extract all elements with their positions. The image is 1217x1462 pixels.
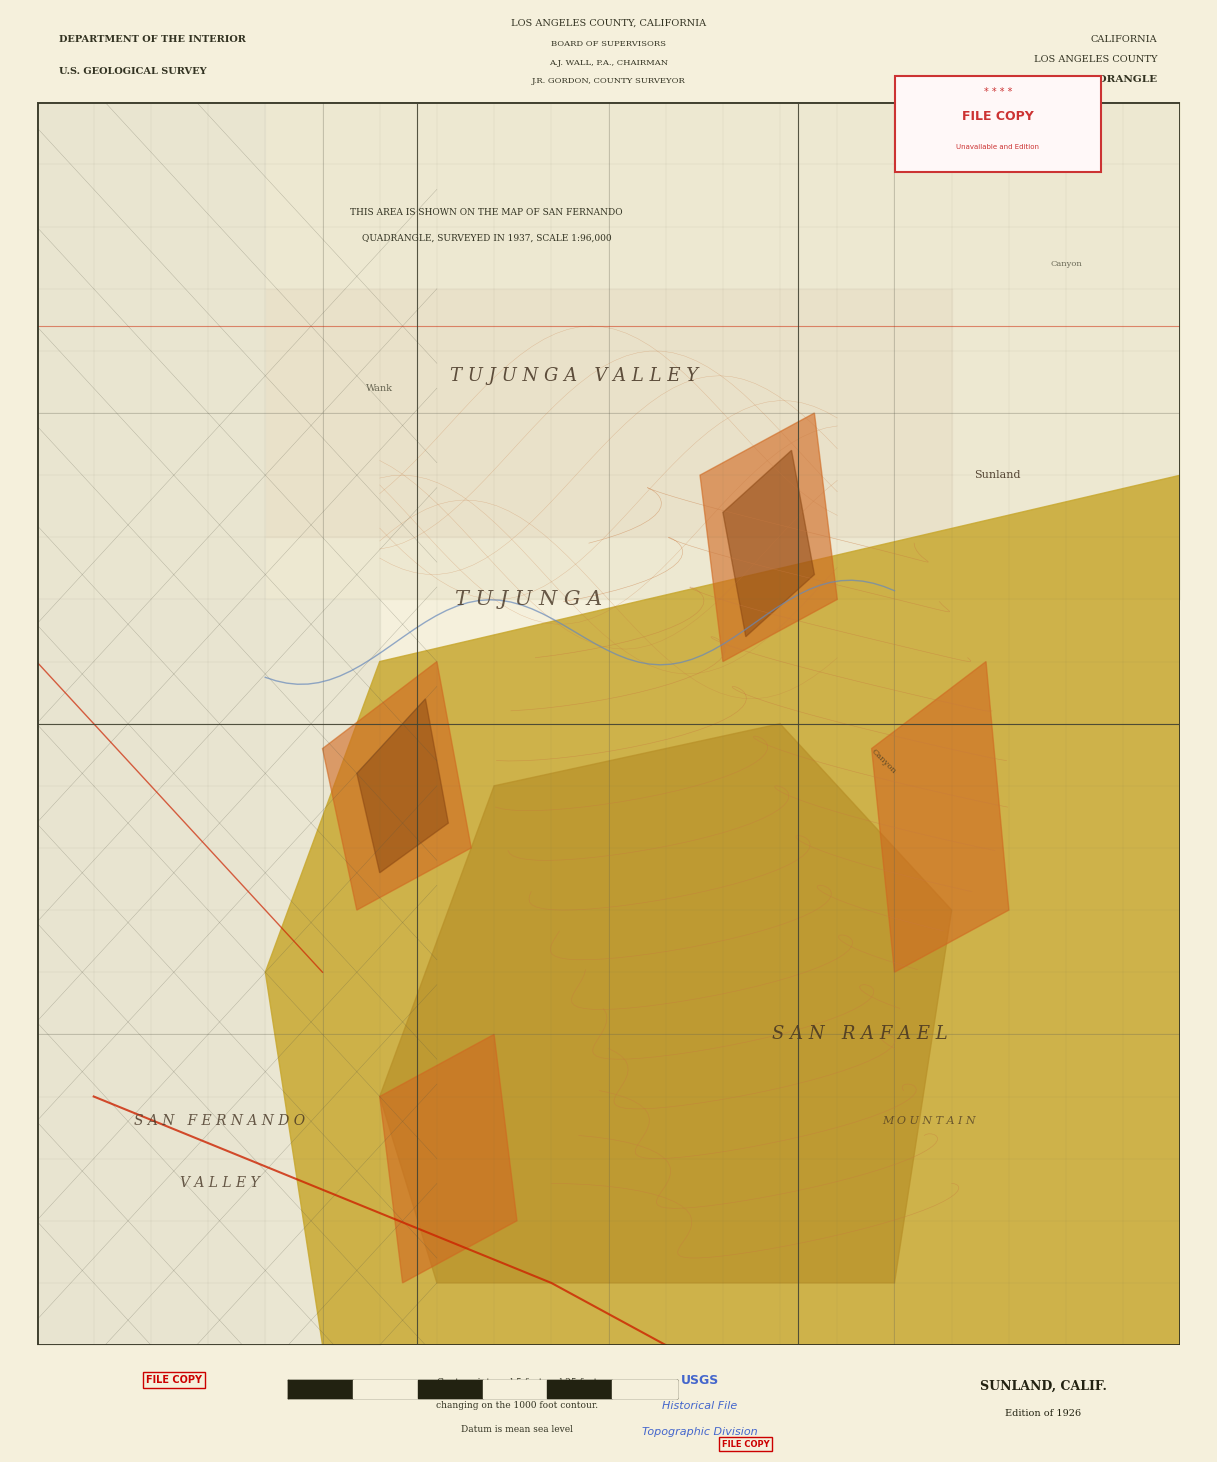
Text: Sunland: Sunland (974, 471, 1021, 480)
Polygon shape (700, 414, 837, 661)
Text: BOARD OF SUPERVISORS: BOARD OF SUPERVISORS (551, 41, 666, 48)
Text: SUNLAND QUADRANGLE: SUNLAND QUADRANGLE (1009, 75, 1157, 83)
Text: T U J U N G A   V A L L E Y: T U J U N G A V A L L E Y (450, 367, 699, 385)
Text: Canyon: Canyon (869, 747, 897, 775)
Text: changing on the 1000 foot contour.: changing on the 1000 foot contour. (436, 1401, 598, 1411)
Text: Historical File: Historical File (662, 1401, 738, 1411)
Text: Contour interval 5 feet and 25 feet: Contour interval 5 feet and 25 feet (437, 1377, 598, 1387)
Text: SUNLAND, CALIF.: SUNLAND, CALIF. (980, 1380, 1106, 1393)
Text: Wank: Wank (366, 383, 393, 393)
Polygon shape (723, 450, 814, 637)
Text: T U J U N G A: T U J U N G A (455, 591, 602, 608)
Text: FILE COPY: FILE COPY (963, 110, 1033, 123)
Polygon shape (265, 475, 1180, 1345)
Text: THIS AREA IS SHOWN ON THE MAP OF SAN FERNANDO: THIS AREA IS SHOWN ON THE MAP OF SAN FER… (350, 209, 623, 218)
Text: FILE COPY: FILE COPY (722, 1440, 769, 1449)
Text: Unavailable and Edition: Unavailable and Edition (957, 143, 1039, 149)
Text: * * * *: * * * * (983, 86, 1013, 96)
Text: Datum is mean sea level: Datum is mean sea level (461, 1424, 573, 1434)
Text: CALIFORNIA: CALIFORNIA (1090, 35, 1157, 44)
Polygon shape (357, 699, 448, 873)
Text: A.J. WALL, P.A., CHAIRMAN: A.J. WALL, P.A., CHAIRMAN (549, 58, 668, 67)
Text: USGS: USGS (680, 1374, 719, 1387)
FancyBboxPatch shape (894, 76, 1101, 173)
Text: Canyon: Canyon (1050, 260, 1082, 268)
Polygon shape (871, 661, 1009, 972)
Text: FILE COPY: FILE COPY (146, 1376, 202, 1385)
Text: LOS ANGELES COUNTY: LOS ANGELES COUNTY (1034, 54, 1157, 64)
Text: Edition of 1926: Edition of 1926 (1005, 1409, 1081, 1418)
Text: J.R. GORDON, COUNTY SURVEYOR: J.R. GORDON, COUNTY SURVEYOR (532, 77, 685, 85)
Polygon shape (323, 661, 471, 909)
Polygon shape (380, 724, 952, 1284)
Text: S A N   F E R N A N D O: S A N F E R N A N D O (134, 1114, 305, 1129)
Text: S A N   R A F A E L: S A N R A F A E L (773, 1025, 948, 1044)
Text: M O U N T A I N: M O U N T A I N (882, 1117, 976, 1126)
Text: DEPARTMENT OF THE INTERIOR: DEPARTMENT OF THE INTERIOR (60, 35, 246, 44)
Text: V A L L E Y: V A L L E Y (180, 1177, 259, 1190)
Text: LOS ANGELES COUNTY, CALIFORNIA: LOS ANGELES COUNTY, CALIFORNIA (511, 19, 706, 28)
Polygon shape (380, 1035, 517, 1284)
Text: U.S. GEOLOGICAL SURVEY: U.S. GEOLOGICAL SURVEY (60, 67, 207, 76)
Text: Topographic Division: Topographic Division (643, 1427, 758, 1437)
Text: QUADRANGLE, SURVEYED IN 1937, SCALE 1:96,000: QUADRANGLE, SURVEYED IN 1937, SCALE 1:96… (361, 234, 612, 243)
